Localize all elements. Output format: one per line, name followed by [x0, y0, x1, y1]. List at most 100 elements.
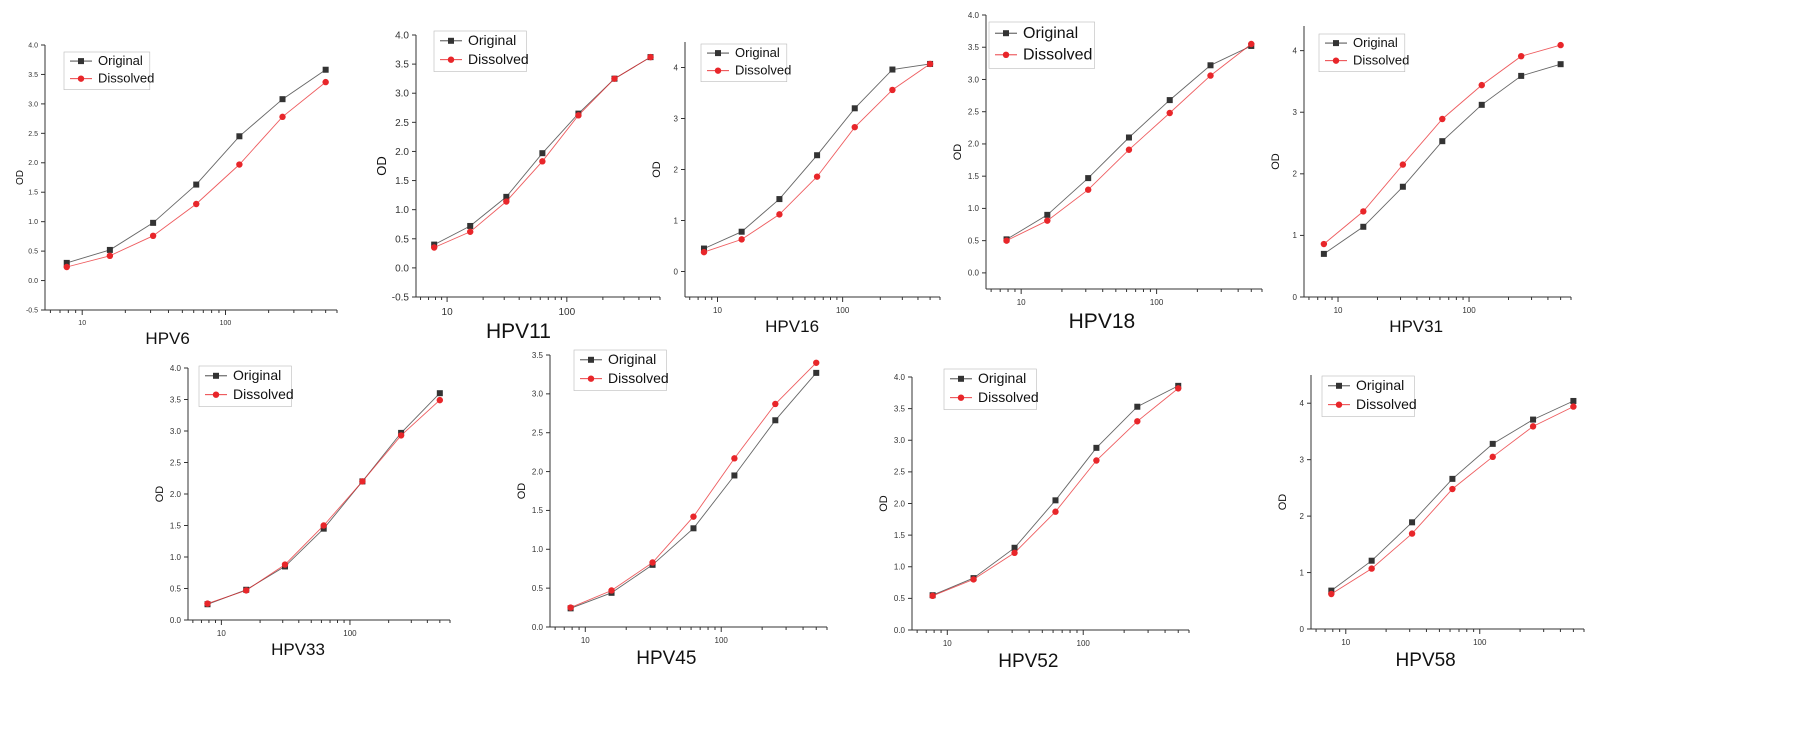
x-tick-label: 10 — [442, 307, 454, 318]
y-tick-label: 0.5 — [395, 234, 409, 245]
x-tick-label: 10 — [1017, 298, 1026, 307]
y-tick-label: 0 — [674, 267, 679, 276]
chart-title: HPV58 — [1396, 650, 1456, 671]
y-tick-label: 4.0 — [170, 364, 182, 373]
chart-hpv11: -0.5 0.0 0.5 1.0 1.5 2.0 2.5 3.0 3.5 4.0 10 100 OD HP… — [374, 30, 661, 343]
data-point-original — [467, 222, 474, 229]
y-tick-label: 0.0 — [532, 623, 544, 632]
data-point-dissolved — [1011, 549, 1018, 557]
y-tick-label: 4.0 — [395, 31, 409, 42]
data-point-original — [1207, 62, 1214, 69]
y-tick-label: 0 — [1300, 625, 1305, 634]
data-point-dissolved — [1439, 115, 1446, 123]
data-point-dissolved — [813, 359, 820, 366]
data-point-dissolved — [1368, 565, 1375, 572]
chart-title: HPV16 — [765, 317, 819, 336]
data-point-dissolved — [1320, 240, 1328, 248]
data-point-dissolved — [436, 396, 444, 404]
y-axis-label: OD — [154, 486, 166, 503]
data-point-dissolved — [503, 198, 510, 205]
legend: Original Dissolved — [943, 368, 1039, 410]
y-tick-label: 1.0 — [968, 204, 980, 213]
data-point-dissolved — [1399, 161, 1407, 168]
y-tick-label: 1.5 — [395, 176, 409, 187]
data-point-original — [1449, 475, 1456, 482]
y-tick-label: 1.5 — [532, 506, 544, 515]
data-point-original — [700, 245, 707, 252]
chart-title: HPV6 — [145, 329, 189, 348]
y-tick-label: 1 — [674, 216, 679, 225]
y-tick-label: 2.0 — [170, 490, 182, 499]
legend-marker-square — [78, 58, 84, 65]
data-point-original — [814, 152, 821, 159]
data-point-dissolved — [611, 75, 618, 82]
y-tick-label: 2.5 — [894, 468, 906, 477]
series-line-dissolved — [66, 81, 326, 268]
legend-label-dissolved: Dissolved — [978, 389, 1039, 405]
data-point-dissolved — [1134, 418, 1141, 425]
legend-label-original: Original — [233, 367, 281, 383]
legend-marker-circle — [77, 75, 85, 82]
x-tick-label: 10 — [1341, 638, 1350, 647]
chart-hpv52: 0.0 0.5 1.0 1.5 2.0 2.5 3.0 3.5 4.0 10 100 OD HPV52 O… — [878, 368, 1190, 672]
data-point-original — [1166, 97, 1173, 104]
data-point-dissolved — [700, 248, 708, 256]
legend-marker-circle — [212, 391, 220, 398]
y-tick-label: 3.0 — [968, 75, 980, 84]
legend-marker-square — [958, 375, 964, 382]
data-point-dissolved — [970, 576, 977, 583]
chart-title: HPV45 — [636, 648, 696, 669]
y-tick-label: 2.5 — [170, 458, 182, 467]
data-point-original — [1360, 223, 1367, 230]
series-line-dissolved — [207, 399, 441, 605]
data-point-original — [1489, 440, 1496, 447]
data-point-original — [1085, 175, 1092, 182]
data-point-original — [279, 96, 286, 103]
legend-box — [433, 30, 527, 72]
data-point-dissolved — [1248, 40, 1255, 48]
y-tick-label: 1 — [1300, 568, 1305, 577]
legend-box — [943, 368, 1037, 410]
legend-marker-circle — [1002, 51, 1010, 58]
legend-box — [1321, 375, 1415, 417]
data-point-dissolved — [63, 263, 70, 271]
data-point-original — [1409, 519, 1416, 526]
y-tick-label: 1.0 — [28, 219, 38, 226]
data-point-dissolved — [430, 244, 438, 251]
legend: Original Dissolved — [63, 51, 154, 91]
y-tick-label: 3.0 — [395, 89, 409, 100]
y-tick-label: 4 — [1293, 46, 1298, 55]
data-point-dissolved — [929, 592, 936, 600]
legend-box — [988, 21, 1095, 69]
y-tick-label: 3.5 — [170, 395, 182, 404]
data-point-dissolved — [1517, 52, 1525, 60]
data-point-dissolved — [813, 173, 821, 180]
legend: Original Dissolved — [700, 43, 791, 83]
legend-marker-circle — [447, 56, 455, 63]
data-point-original — [193, 181, 200, 188]
legend-marker-square — [1333, 40, 1339, 47]
y-tick-label: 1.5 — [28, 190, 38, 197]
legend-label-original: Original — [735, 45, 780, 60]
legend-label-dissolved: Dissolved — [608, 370, 669, 386]
y-tick-label: 2 — [1300, 512, 1305, 521]
y-tick-label: 3 — [674, 114, 679, 123]
chart-title: HPV31 — [1389, 317, 1443, 336]
data-point-dissolved — [1570, 403, 1577, 410]
data-point-dissolved — [1207, 72, 1214, 79]
legend-label-original: Original — [468, 32, 516, 48]
data-point-original — [503, 193, 510, 200]
data-point-dissolved — [851, 123, 858, 131]
data-point-original — [1328, 587, 1335, 594]
data-point-dissolved — [236, 161, 243, 168]
data-point-original — [1478, 101, 1485, 108]
y-axis-label: OD — [1277, 494, 1289, 511]
data-point-dissolved — [608, 587, 615, 594]
data-point-original — [1570, 397, 1577, 404]
data-point-dissolved — [1084, 186, 1092, 193]
chart-hpv45: 0.0 0.5 1.0 1.5 2.0 2.5 3.0 3.5 10 100 OD HPV45 Orig… — [516, 349, 828, 669]
y-axis-label: OD — [15, 170, 26, 185]
legend-marker-square — [448, 37, 454, 44]
y-axis-label: OD — [1270, 153, 1282, 170]
legend-label-original: Original — [1353, 35, 1398, 50]
